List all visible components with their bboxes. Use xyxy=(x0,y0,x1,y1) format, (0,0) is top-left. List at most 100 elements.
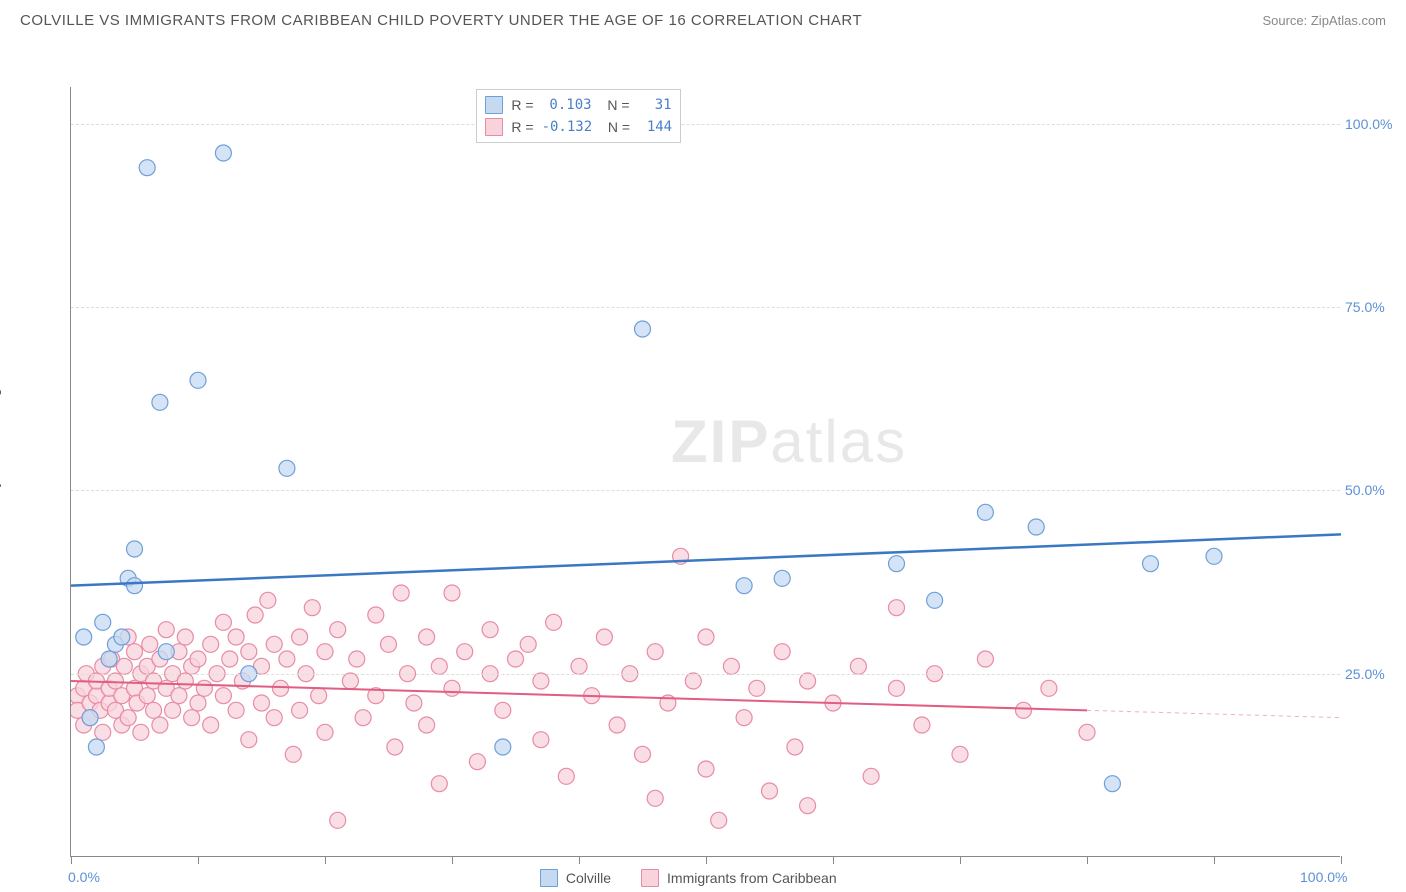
x-tick xyxy=(579,856,580,864)
data-point xyxy=(279,651,295,667)
data-point xyxy=(457,644,473,660)
data-point xyxy=(127,644,143,660)
data-point xyxy=(266,636,282,652)
data-point xyxy=(120,710,136,726)
x-axis-min-label: 0.0% xyxy=(68,869,100,885)
data-point xyxy=(774,644,790,660)
data-point xyxy=(273,680,289,696)
stat-r-value: 0.103 xyxy=(542,97,592,113)
data-point xyxy=(381,636,397,652)
data-point xyxy=(749,680,765,696)
source-label: Source: ZipAtlas.com xyxy=(1262,13,1386,28)
data-point xyxy=(127,578,143,594)
data-point xyxy=(800,798,816,814)
data-point xyxy=(406,695,422,711)
swatch-icon xyxy=(485,118,503,136)
data-point xyxy=(190,372,206,388)
stat-n-label: N = xyxy=(600,97,630,113)
trend-line-ext xyxy=(1087,710,1341,717)
data-point xyxy=(330,622,346,638)
data-point xyxy=(698,629,714,645)
data-point xyxy=(152,394,168,410)
x-tick xyxy=(325,856,326,864)
data-point xyxy=(215,614,231,630)
data-point xyxy=(387,739,403,755)
data-point xyxy=(222,651,238,667)
data-point xyxy=(647,790,663,806)
stat-r-value: -0.132 xyxy=(542,119,593,135)
data-point xyxy=(177,629,193,645)
data-point xyxy=(355,710,371,726)
data-point xyxy=(469,754,485,770)
data-point xyxy=(196,680,212,696)
x-tick xyxy=(960,856,961,864)
data-point xyxy=(1143,556,1159,572)
data-point xyxy=(419,629,435,645)
data-point xyxy=(292,702,308,718)
data-point xyxy=(977,651,993,667)
data-point xyxy=(863,768,879,784)
data-point xyxy=(711,812,727,828)
data-point xyxy=(723,658,739,674)
y-tick-label: 50.0% xyxy=(1345,482,1400,498)
data-point xyxy=(508,651,524,667)
data-point xyxy=(215,688,231,704)
data-point xyxy=(165,702,181,718)
data-point xyxy=(158,622,174,638)
y-tick-label: 25.0% xyxy=(1345,666,1400,682)
data-point xyxy=(190,695,206,711)
data-point xyxy=(774,570,790,586)
data-point xyxy=(1104,776,1120,792)
data-point xyxy=(82,710,98,726)
chart: Child Poverty Under the Age of 16 ZIPatl… xyxy=(20,37,1386,857)
data-point xyxy=(228,702,244,718)
y-tick-label: 75.0% xyxy=(1345,299,1400,315)
data-point xyxy=(596,629,612,645)
header: COLVILLE VS IMMIGRANTS FROM CARIBBEAN CH… xyxy=(0,0,1406,37)
data-point xyxy=(444,680,460,696)
data-point xyxy=(889,600,905,616)
data-point xyxy=(609,717,625,733)
data-point xyxy=(368,607,384,623)
data-point xyxy=(787,739,803,755)
stat-r-label: R = xyxy=(511,97,533,113)
data-point xyxy=(107,673,123,689)
data-point xyxy=(95,614,111,630)
data-point xyxy=(95,724,111,740)
data-point xyxy=(142,636,158,652)
data-point xyxy=(171,688,187,704)
data-point xyxy=(285,746,301,762)
data-point xyxy=(482,622,498,638)
data-point xyxy=(762,783,778,799)
legend-label: Colville xyxy=(566,870,611,886)
data-point xyxy=(76,629,92,645)
plot-area: ZIPatlas 25.0%50.0%75.0%100.0% xyxy=(70,87,1340,857)
data-point xyxy=(736,710,752,726)
data-point xyxy=(736,578,752,594)
data-point xyxy=(635,746,651,762)
data-point xyxy=(952,746,968,762)
grid-line xyxy=(71,124,1340,125)
data-point xyxy=(685,673,701,689)
data-point xyxy=(203,717,219,733)
x-tick xyxy=(198,856,199,864)
data-point xyxy=(260,592,276,608)
stats-legend-box: R = 0.103 N = 31R = -0.132 N = 144 xyxy=(476,89,681,143)
stats-row: R = -0.132 N = 144 xyxy=(485,116,672,138)
data-point xyxy=(158,644,174,660)
data-point xyxy=(184,710,200,726)
data-point xyxy=(139,688,155,704)
x-tick xyxy=(1087,856,1088,864)
x-tick xyxy=(1214,856,1215,864)
data-point xyxy=(330,812,346,828)
data-point xyxy=(88,739,104,755)
data-point xyxy=(533,673,549,689)
data-point xyxy=(241,732,257,748)
data-point xyxy=(215,145,231,161)
data-point xyxy=(431,776,447,792)
x-tick xyxy=(71,856,72,864)
data-point xyxy=(698,761,714,777)
grid-line xyxy=(71,490,1340,491)
data-point xyxy=(1079,724,1095,740)
data-point xyxy=(133,724,149,740)
